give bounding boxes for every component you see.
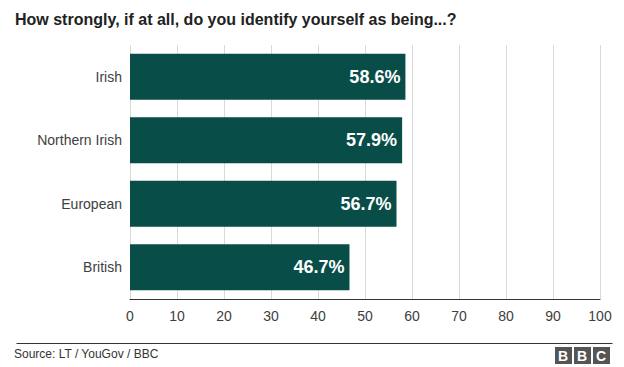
svg-text:10: 10: [169, 308, 185, 324]
svg-text:30: 30: [263, 308, 279, 324]
svg-text:Northern Irish: Northern Irish: [37, 132, 122, 148]
svg-text:58.6%: 58.6%: [349, 67, 400, 87]
svg-text:British: British: [83, 259, 122, 275]
svg-text:0: 0: [126, 308, 134, 324]
svg-text:90: 90: [545, 308, 561, 324]
svg-text:100: 100: [588, 308, 612, 324]
svg-text:57.9%: 57.9%: [346, 130, 397, 150]
svg-text:European: European: [61, 196, 122, 212]
svg-text:80: 80: [498, 308, 514, 324]
svg-text:40: 40: [310, 308, 326, 324]
svg-text:20: 20: [216, 308, 232, 324]
svg-text:46.7%: 46.7%: [293, 257, 344, 277]
svg-text:B: B: [558, 348, 568, 364]
svg-text:Irish: Irish: [96, 69, 122, 85]
svg-text:Source: LT / YouGov / BBC: Source: LT / YouGov / BBC: [14, 347, 159, 361]
svg-text:60: 60: [404, 308, 420, 324]
svg-text:50: 50: [357, 308, 373, 324]
svg-text:70: 70: [451, 308, 467, 324]
svg-text:How strongly, if at all, do yo: How strongly, if at all, do you identify…: [15, 11, 457, 28]
svg-text:56.7%: 56.7%: [340, 194, 391, 214]
svg-text:B: B: [577, 348, 587, 364]
svg-text:C: C: [596, 348, 606, 364]
